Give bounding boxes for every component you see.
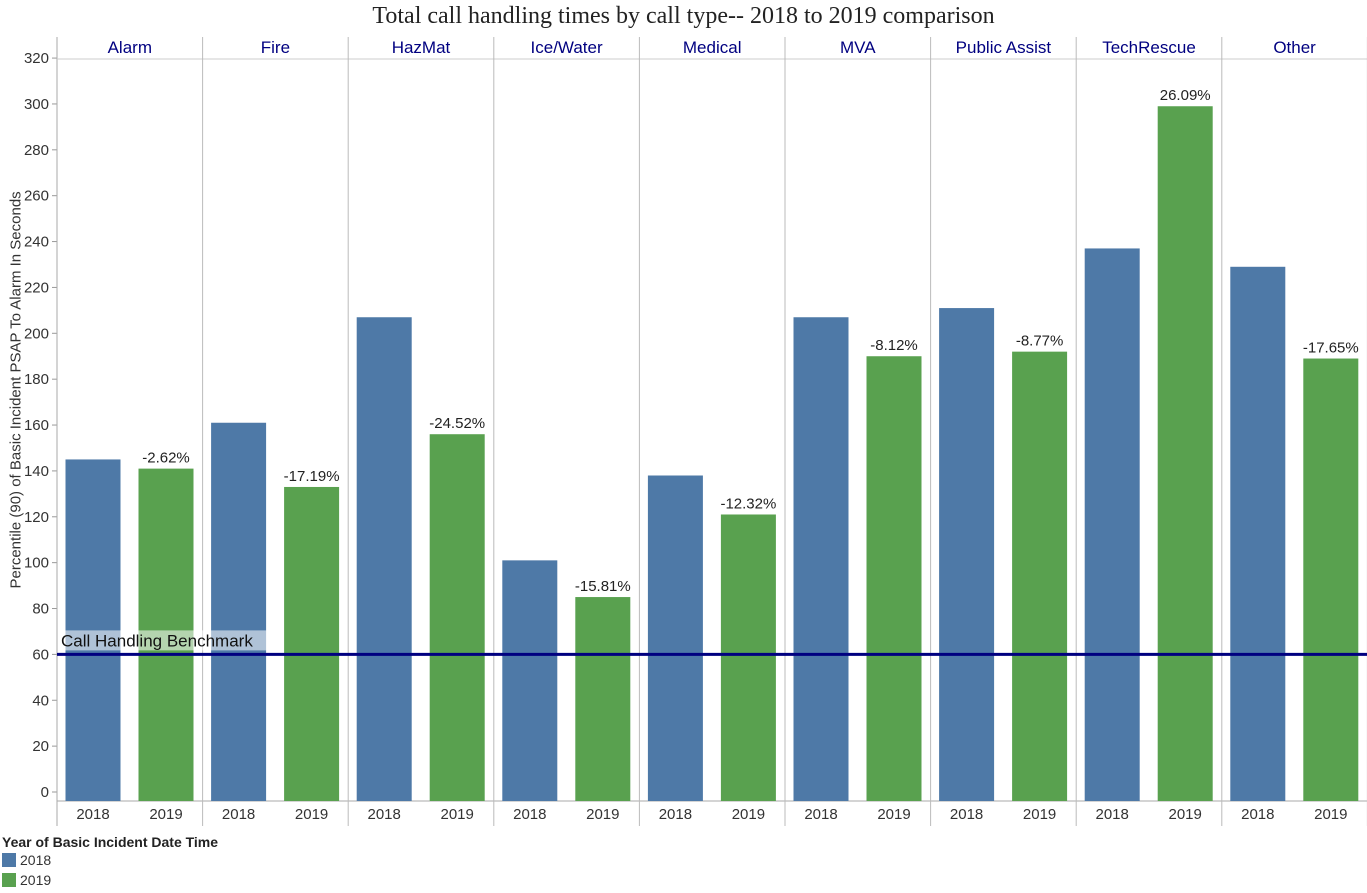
data-label-mva: -8.12% — [870, 337, 918, 354]
bar-mva-2019 — [866, 356, 922, 801]
x-tick-label: 2018 — [222, 806, 255, 823]
y-tick-label: 300 — [24, 96, 49, 113]
y-tick-label: 260 — [24, 188, 49, 205]
y-tick-label: 320 — [24, 50, 49, 67]
benchmark-label: Call Handling Benchmark — [61, 631, 253, 650]
x-tick-label: 2018 — [1096, 806, 1129, 823]
legend-swatch-2018 — [2, 853, 16, 867]
data-label-alarm: -2.62% — [142, 450, 190, 467]
bar-mva-2018 — [793, 317, 849, 801]
bar-techrescue-2018 — [1084, 248, 1140, 802]
x-tick-label: 2019 — [1314, 806, 1347, 823]
bar-hazmat-2018 — [356, 317, 412, 801]
bar-medical-2019 — [720, 514, 776, 801]
x-tick-label: 2019 — [295, 806, 328, 823]
x-tick-label: 2019 — [149, 806, 182, 823]
chart-title: Total call handling times by call type--… — [372, 3, 995, 29]
legend-item-2019: 2019 — [2, 870, 218, 890]
x-tick-label: 2019 — [1023, 806, 1056, 823]
data-label-other: -17.65% — [1303, 340, 1359, 357]
y-tick-label: 100 — [24, 555, 49, 572]
bar-public-assist-2019 — [1012, 351, 1068, 801]
bar-other-2018 — [1230, 266, 1286, 801]
y-tick-label: 20 — [32, 738, 49, 755]
category-label-hazmat: HazMat — [392, 38, 451, 57]
bar-hazmat-2019 — [429, 434, 485, 801]
category-label-public-assist: Public Assist — [956, 38, 1052, 57]
bar-public-assist-2018 — [939, 308, 995, 801]
legend: Year of Basic Incident Date Time 2018 20… — [2, 834, 218, 890]
data-label-ice-water: -15.81% — [575, 578, 631, 595]
x-tick-label: 2018 — [513, 806, 546, 823]
y-tick-label: 280 — [24, 142, 49, 159]
x-tick-label: 2019 — [877, 806, 910, 823]
legend-label-2018: 2018 — [20, 852, 52, 868]
legend-label-2019: 2019 — [20, 872, 52, 888]
data-label-fire: -17.19% — [284, 468, 340, 485]
bar-alarm-2018 — [65, 459, 121, 801]
x-tick-label: 2018 — [659, 806, 692, 823]
y-tick-label: 240 — [24, 234, 49, 251]
bar-other-2019 — [1303, 358, 1359, 801]
data-label-techrescue: 26.09% — [1160, 87, 1211, 104]
category-label-medical: Medical — [683, 38, 742, 57]
category-label-techrescue: TechRescue — [1102, 38, 1196, 57]
benchmark-label-bg — [60, 630, 268, 651]
category-label-other: Other — [1273, 38, 1316, 57]
bar-medical-2018 — [647, 475, 703, 801]
bar-ice-water-2019 — [575, 597, 631, 801]
data-label-medical: -12.32% — [720, 495, 776, 512]
category-label-mva: MVA — [840, 38, 876, 57]
y-tick-label: 140 — [24, 463, 49, 480]
x-tick-label: 2018 — [76, 806, 109, 823]
bar-fire-2018 — [211, 422, 267, 801]
y-tick-label: 200 — [24, 325, 49, 342]
data-label-public-assist: -8.77% — [1016, 333, 1064, 350]
bar-ice-water-2018 — [502, 560, 558, 801]
y-tick-label: 40 — [32, 692, 49, 709]
x-tick-label: 2019 — [441, 806, 474, 823]
x-tick-label: 2018 — [1241, 806, 1274, 823]
legend-title: Year of Basic Incident Date Time — [2, 834, 219, 850]
legend-item-2018: 2018 — [2, 850, 218, 870]
x-tick-label: 2018 — [804, 806, 837, 823]
y-tick-label: 0 — [41, 784, 49, 801]
bar-fire-2019 — [284, 486, 340, 801]
legend-swatch-2019 — [2, 873, 16, 887]
x-tick-label: 2019 — [586, 806, 619, 823]
x-tick-label: 2019 — [1169, 806, 1202, 823]
y-tick-label: 160 — [24, 417, 49, 434]
data-label-hazmat: -24.52% — [429, 415, 485, 432]
y-tick-label: 180 — [24, 371, 49, 388]
bar-techrescue-2019 — [1157, 106, 1213, 801]
y-tick-label: 60 — [32, 646, 49, 663]
x-tick-label: 2018 — [368, 806, 401, 823]
x-tick-label: 2018 — [950, 806, 983, 823]
y-tick-label: 220 — [24, 279, 49, 296]
bar-chart: 0 20 40 60 80 100 120 140 160 180 200 220 240 260 280 3… — [24, 37, 1367, 826]
y-tick-label: 80 — [32, 601, 49, 618]
category-label-ice-water: Ice/Water — [531, 38, 603, 57]
category-label-fire: Fire — [261, 38, 290, 57]
y-tick-label: 120 — [24, 509, 49, 526]
category-label-alarm: Alarm — [108, 38, 152, 57]
x-tick-label: 2019 — [732, 806, 765, 823]
